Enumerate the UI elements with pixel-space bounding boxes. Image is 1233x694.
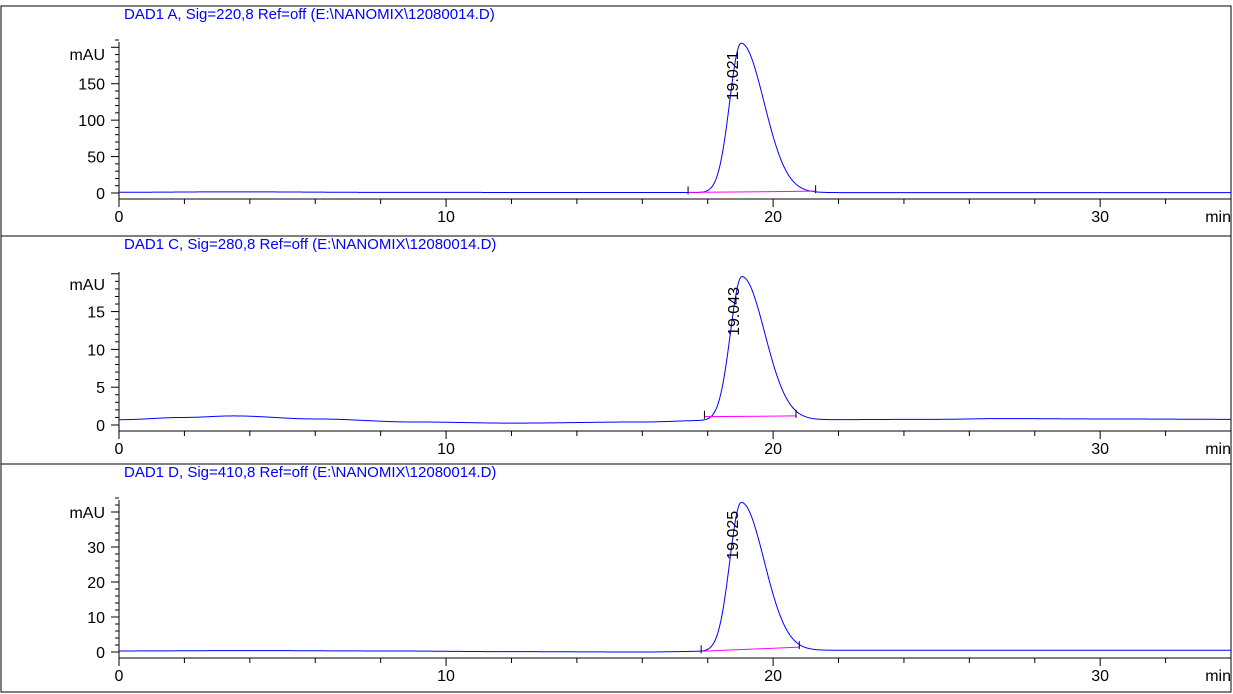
chart-panel-1: DAD1 A, Sig=220,8 Ref=off (E:\NANOMIX\12… [0,5,1232,237]
y-axis-label: mAU [69,277,105,294]
x-tick-label: 10 [437,668,455,685]
y-tick-label: 15 [87,305,105,322]
signal-trace [119,501,1231,653]
y-axis-label: mAU [69,47,105,64]
x-axis-label: min [1205,668,1231,685]
y-tick-label: 150 [78,77,105,94]
y-tick-label: 0 [96,418,105,435]
peak-retention-label: 19.043 [726,287,743,336]
x-tick-label: 20 [764,441,782,458]
signal-trace [119,276,1231,424]
chart-title: DAD1 D, Sig=410,8 Ref=off (E:\NANOMIX\12… [124,464,496,481]
chart-title: DAD1 A, Sig=220,8 Ref=off (E:\NANOMIX\12… [124,6,495,23]
chart-title: DAD1 C, Sig=280,8 Ref=off (E:\NANOMIX\12… [124,236,496,253]
integration-baseline [688,190,816,193]
x-tick-label: 30 [1091,209,1109,226]
x-tick-label: 20 [764,209,782,226]
y-tick-label: 50 [87,150,105,167]
peak-retention-label: 19.025 [725,511,742,560]
y-tick-label: 20 [87,575,105,592]
integration-baseline [704,415,797,418]
y-tick-label: 0 [96,186,105,203]
y-tick-label: 5 [96,380,105,397]
x-tick-label: 0 [115,668,124,685]
y-tick-label: 100 [78,113,105,130]
chart-panel-2: DAD1 C, Sig=280,8 Ref=off (E:\NANOMIX\12… [0,235,1232,465]
panel-frame [0,463,1232,693]
x-axis-label: min [1205,441,1231,458]
x-axis-label: min [1205,209,1231,226]
y-tick-label: 0 [96,645,105,662]
x-tick-label: 20 [764,668,782,685]
y-tick-label: 30 [87,540,105,557]
chart-panel-3: DAD1 D, Sig=410,8 Ref=off (E:\NANOMIX\12… [0,463,1232,693]
peak-retention-label: 19.021 [725,51,742,100]
x-tick-label: 10 [437,209,455,226]
signal-trace [119,42,1231,194]
x-tick-label: 0 [115,209,124,226]
panel-frame [0,235,1232,465]
x-tick-label: 0 [115,441,124,458]
panel-frame [0,5,1232,237]
x-tick-label: 10 [437,441,455,458]
x-tick-label: 30 [1091,668,1109,685]
x-tick-label: 30 [1091,441,1109,458]
y-axis-label: mAU [69,505,105,522]
y-tick-label: 10 [87,610,105,627]
y-tick-label: 10 [87,342,105,359]
integration-baseline [701,646,800,652]
